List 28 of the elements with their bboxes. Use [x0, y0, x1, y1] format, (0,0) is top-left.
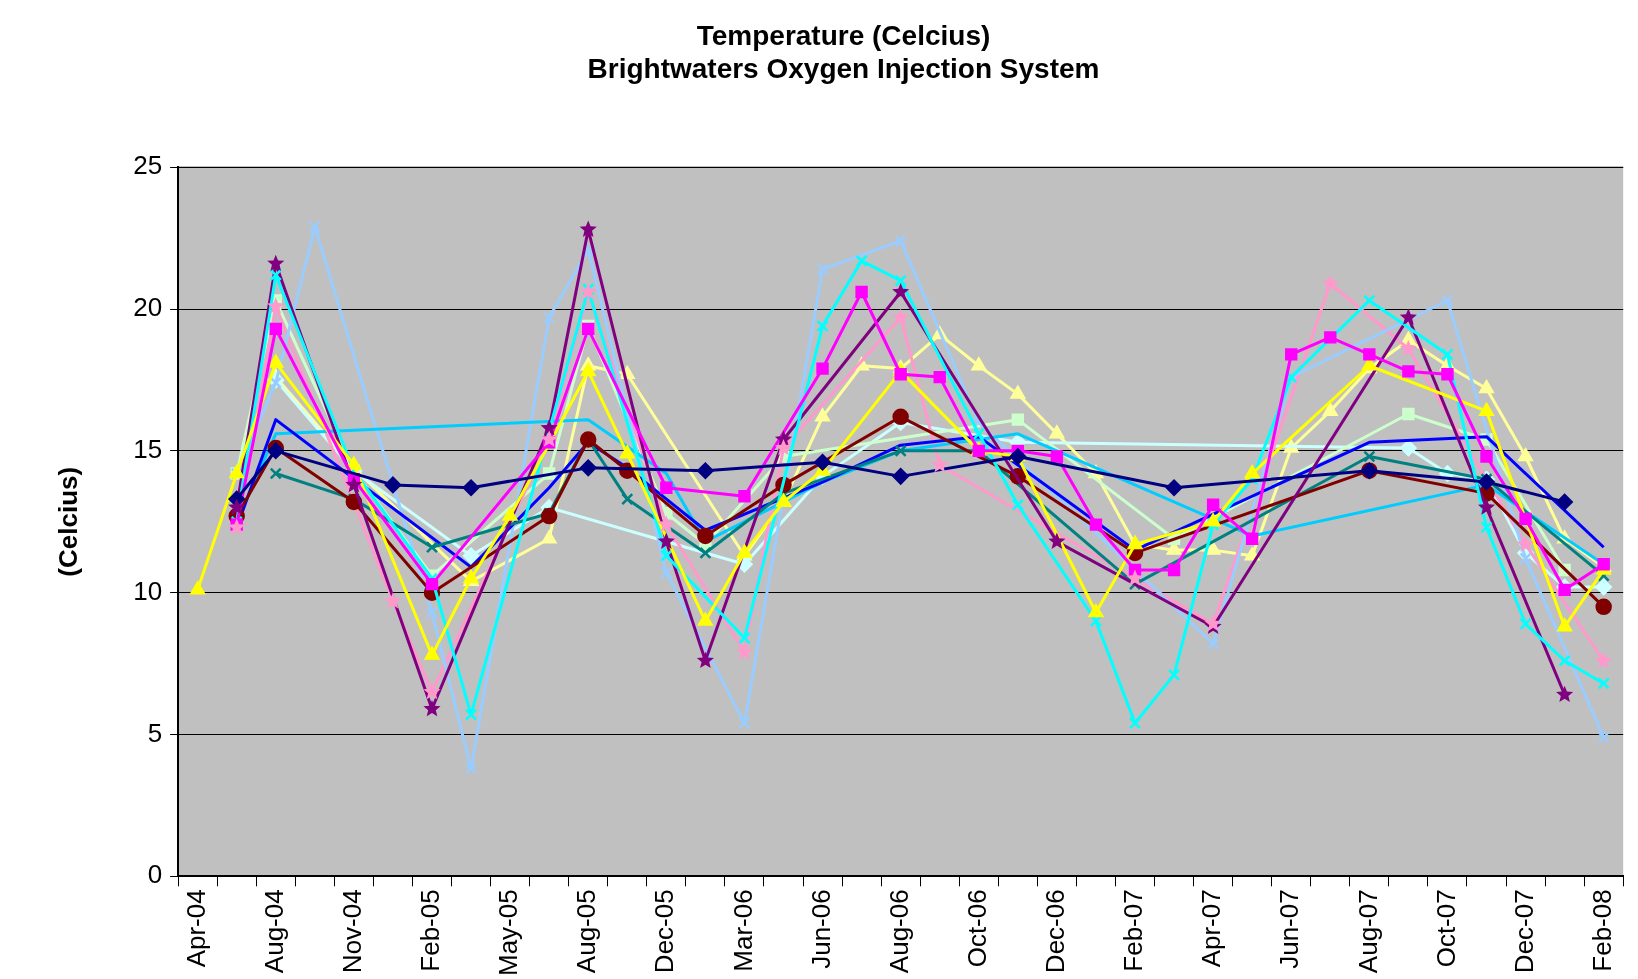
y-tick-label: 15 [133, 434, 163, 465]
x-tick-label: Jun-07 [1274, 889, 1305, 969]
x-tick-label: Dec-06 [1040, 889, 1071, 974]
y-tick-label: 25 [133, 150, 163, 181]
x-tick-label: Aug-05 [571, 889, 602, 974]
x-tick-label: Aug-07 [1352, 889, 1383, 974]
y-tick-label: 20 [133, 292, 163, 323]
x-tick-label: May-05 [493, 889, 524, 977]
x-tick-label: Dec-07 [1508, 889, 1539, 974]
x-tick-label: Oct-07 [1430, 889, 1461, 968]
chart-title: Temperature (Celcius) [696, 19, 991, 51]
x-tick-label: Dec-05 [649, 889, 680, 974]
x-tick-label: Apr-07 [1196, 889, 1227, 968]
x-tick-label: Jun-06 [805, 889, 836, 969]
x-tick-label: Feb-08 [1586, 889, 1617, 972]
x-tick-label: Feb-05 [415, 889, 446, 972]
chart-subtitle: Brightwaters Oxygen Injection System [587, 53, 1100, 85]
x-tick-label: Nov-04 [337, 889, 368, 974]
y-tick-label: 5 [147, 717, 163, 748]
y-axis-title: (Celcius) [52, 466, 83, 577]
x-tick-label: Aug-04 [258, 889, 289, 974]
y-tick-label: 0 [147, 859, 163, 890]
x-tick-label: Oct-06 [961, 889, 992, 968]
x-tick-label: Mar-06 [727, 889, 758, 972]
x-tick-label: Apr-04 [180, 889, 211, 968]
y-tick-label: 10 [133, 575, 163, 606]
x-tick-label: Feb-07 [1118, 889, 1149, 972]
x-tick-label: Aug-06 [883, 889, 914, 974]
